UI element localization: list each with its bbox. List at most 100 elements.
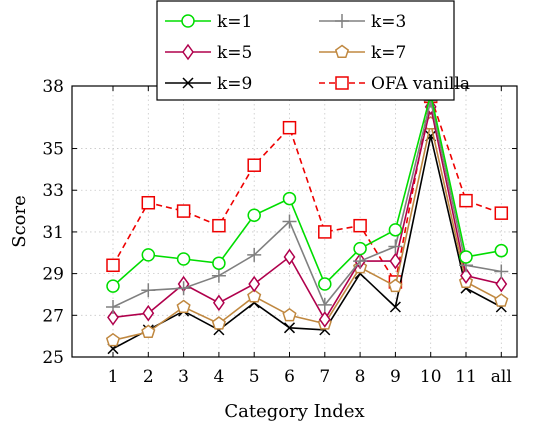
series-k-5	[107, 98, 508, 328]
series-k-1	[106, 87, 509, 293]
legend-marker-k-5	[182, 43, 194, 61]
data-point-ofa-vanilla	[247, 158, 261, 172]
data-point-k-1	[176, 252, 191, 266]
data-point-k-1	[247, 208, 261, 222]
data-point-k-7	[282, 307, 297, 322]
data-point-ofa-vanilla	[212, 218, 226, 233]
data-point-ofa-vanilla	[141, 195, 156, 210]
legend-item-k-1: k=1	[165, 12, 252, 32]
data-point-k-1	[494, 243, 509, 258]
data-point-k-3	[353, 254, 368, 269]
series-k-7	[105, 116, 509, 347]
x-tick-label: all	[491, 367, 512, 387]
legend-item-k-5: k=5	[165, 43, 252, 63]
data-point-k-5	[283, 248, 296, 266]
data-point-k-3	[317, 297, 332, 312]
data-point-k-7	[388, 278, 403, 293]
data-point-k-1	[353, 241, 367, 256]
y-tick-label: 38	[42, 77, 64, 97]
series-line-k-9	[112, 135, 502, 350]
data-point-k-7	[494, 293, 509, 307]
data-point-k-5	[142, 304, 155, 322]
y-tick-label: 33	[42, 181, 64, 201]
legend-item-k-3: k=3	[319, 12, 406, 32]
data-point-ofa-vanilla	[282, 120, 297, 135]
legend-item-ofa-vanilla: OFA vanilla	[319, 74, 470, 94]
legend-label-k-1: k=1	[217, 12, 252, 32]
axes: 25 27 29 31 33 35 38 1 2 3 4 5 6 7 8 9 10 11 all	[42, 77, 517, 387]
y-tick-label: 27	[42, 306, 64, 326]
y-tick-label: 35	[42, 140, 64, 160]
legend-marker-ofa-vanilla	[335, 76, 349, 90]
data-point-k-5	[389, 252, 402, 270]
x-tick-label: 3	[178, 367, 189, 387]
legend-label-ofa-vanilla: OFA vanilla	[371, 74, 470, 94]
data-point-ofa-vanilla	[353, 218, 367, 233]
legend-label-k-3: k=3	[371, 12, 406, 32]
x-tick-label: 1	[108, 367, 119, 387]
data-point-k-5	[460, 267, 472, 284]
series-line-k-3	[112, 100, 502, 308]
data-point-k-9	[389, 301, 401, 313]
x-tick-label: 7	[319, 367, 330, 387]
x-tick-label: 8	[355, 367, 366, 387]
y-tick-label: 31	[42, 223, 64, 243]
data-point-k-5	[318, 311, 331, 328]
data-point-k-1	[141, 248, 156, 262]
data-point-k-7	[105, 332, 121, 347]
data-point-k-5	[107, 309, 119, 326]
x-tick-label: 6	[284, 367, 295, 387]
x-tick-label: 5	[249, 367, 260, 387]
series-line-k-7	[112, 123, 502, 342]
x-tick-label: 2	[143, 367, 154, 387]
data-point-ofa-vanilla	[106, 258, 120, 273]
data-point-k-1	[282, 191, 297, 206]
legend-item-k-7: k=7	[319, 43, 406, 63]
data-point-k-1	[388, 223, 403, 237]
legend-marker-k-1	[181, 14, 195, 28]
data-point-k-3	[176, 281, 191, 296]
data-point-k-3	[247, 247, 262, 262]
data-point-k-7	[141, 324, 156, 338]
x-tick-label: 10	[420, 367, 442, 387]
legend-marker-k-3	[335, 14, 349, 28]
x-tick-label: 11	[455, 367, 477, 387]
legend-label-k-9: k=9	[217, 74, 252, 94]
data-point-k-7	[247, 289, 262, 303]
data-point-k-3	[141, 283, 156, 298]
data-point-k-3	[211, 268, 226, 283]
x-tick-label: 9	[390, 367, 401, 387]
data-point-k-7	[176, 299, 191, 313]
legend-label-k-7: k=7	[371, 43, 406, 63]
data-point-k-3	[388, 239, 403, 254]
legend-marker-k-9	[182, 77, 194, 89]
data-point-k-5	[248, 275, 261, 293]
data-point-k-1	[459, 250, 473, 264]
series-layer	[105, 87, 509, 355]
x-tick-label: 4	[213, 367, 224, 387]
data-point-k-5	[495, 275, 508, 293]
x-axis-label: Category Index	[224, 401, 364, 422]
legend: k=1 k=3 k=5 k=7 k=9 OFA vanilla	[156, 0, 470, 101]
data-point-k-3	[282, 214, 297, 229]
y-tick-label: 25	[42, 348, 64, 368]
data-point-k-9	[283, 322, 296, 334]
data-point-k-3	[106, 299, 120, 314]
series-k-9	[107, 130, 507, 355]
data-point-k-1	[106, 279, 120, 293]
y-axis-label: Score	[9, 195, 30, 248]
legend-item-k-9: k=9	[165, 74, 252, 94]
data-point-ofa-vanilla	[318, 225, 332, 239]
data-point-k-1	[318, 277, 332, 291]
data-point-k-5	[212, 294, 225, 312]
y-tick-label: 29	[42, 265, 64, 285]
data-point-k-7	[211, 316, 226, 330]
data-point-k-1	[212, 256, 226, 270]
data-point-ofa-vanilla	[494, 206, 509, 220]
legend-label-k-5: k=5	[217, 43, 252, 63]
data-point-ofa-vanilla	[176, 204, 191, 218]
legend-marker-k-7	[334, 44, 350, 59]
data-point-ofa-vanilla	[459, 193, 473, 208]
series-line-k-5	[112, 106, 502, 322]
